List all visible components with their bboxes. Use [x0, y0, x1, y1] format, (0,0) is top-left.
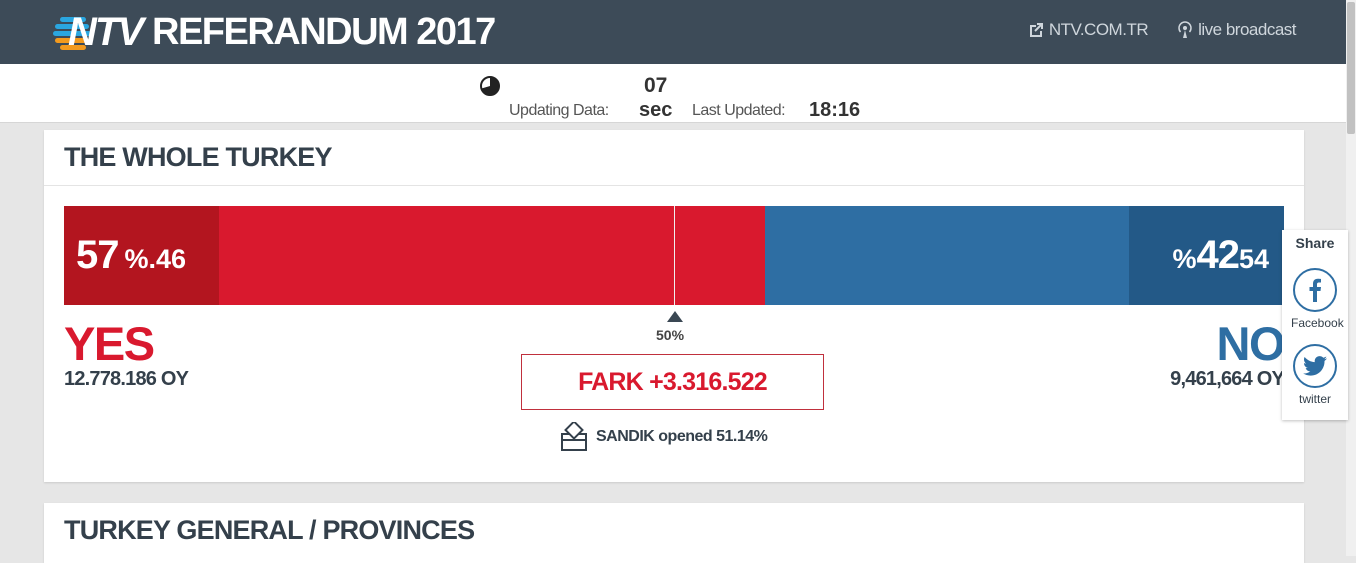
difference-box: FARK +3.316.522 — [521, 354, 824, 410]
no-votes: 9,461,664 OY — [1170, 368, 1285, 390]
no-label: NO — [1216, 317, 1286, 370]
midpoint-marker-icon — [667, 311, 683, 322]
yes-label: YES — [64, 317, 155, 370]
whole-turkey-card: THE WHOLE TURKEY 57 %.46 %4254 50% YES 12… — [44, 130, 1304, 482]
twitter-share-button[interactable]: twitter — [1291, 344, 1339, 406]
ballot-status: SANDIK opened 51.14% — [560, 422, 768, 452]
facebook-icon — [1309, 278, 1321, 302]
share-panel: Share Facebook twitter — [1282, 230, 1348, 420]
yes-percent-main: 57 — [76, 233, 119, 277]
logo-ntv-text: NTV — [68, 9, 144, 54]
yes-percent-box: 57 %.46 — [64, 206, 219, 305]
ntv-logo[interactable]: NTV REFERANDUM 2017 — [52, 9, 496, 54]
countdown-value: 07 — [644, 74, 668, 97]
ntv-globe-icon — [52, 11, 94, 53]
facebook-share-button[interactable]: Facebook — [1291, 268, 1344, 330]
facebook-label: Facebook — [1291, 316, 1344, 330]
twitter-icon — [1303, 356, 1327, 376]
page-title: REFERANDUM 2017 — [152, 10, 496, 53]
ballot-box-icon — [561, 422, 587, 451]
no-percent-box: %4254 — [1129, 206, 1284, 305]
share-title: Share — [1295, 235, 1335, 251]
scrollbar-thumb[interactable] — [1347, 2, 1355, 134]
no-percent-main: 42 — [1196, 233, 1239, 277]
updating-data-label: Updating Data: — [509, 102, 609, 119]
yes-votes: 12.778.186 OY — [64, 368, 189, 390]
live-broadcast-link[interactable]: live broadcast — [1176, 20, 1296, 40]
whole-turkey-title: THE WHOLE TURKEY — [64, 142, 333, 172]
no-percent-decimal: 54 — [1238, 244, 1269, 274]
no-percent-prefix: % — [1172, 244, 1197, 274]
yes-percent-decimal: %.46 — [124, 244, 187, 274]
provinces-card: TURKEY GENERAL / PROVINCES — [44, 503, 1304, 563]
twitter-label: twitter — [1298, 392, 1331, 406]
update-status-bar — [0, 64, 1346, 123]
last-updated-label: Last Updated: — [692, 102, 786, 119]
ntv-com-tr-label: NTV.COM.TR — [1048, 20, 1149, 39]
last-updated-time: 18:16 — [809, 99, 861, 121]
page-scrollbar[interactable] — [1346, 0, 1356, 556]
provinces-title: TURKEY GENERAL / PROVINCES — [64, 515, 475, 545]
midpoint-line — [674, 206, 675, 305]
ballot-status-text: SANDIK opened 51.14% — [596, 428, 768, 445]
broadcast-icon — [1178, 21, 1192, 38]
midpoint-label: 50% — [656, 327, 685, 343]
top-navigation-bar: NTV REFERANDUM 2017 NTV.COM.TR live broa… — [0, 0, 1346, 64]
ntv-com-tr-link[interactable]: NTV.COM.TR — [1027, 20, 1149, 40]
card-divider — [44, 185, 1304, 186]
external-link-icon — [1029, 23, 1043, 37]
result-bar: 57 %.46 %4254 — [64, 206, 1284, 305]
countdown-unit: sec — [639, 99, 673, 121]
timer-icon — [480, 76, 500, 96]
live-broadcast-label: live broadcast — [1198, 20, 1296, 39]
